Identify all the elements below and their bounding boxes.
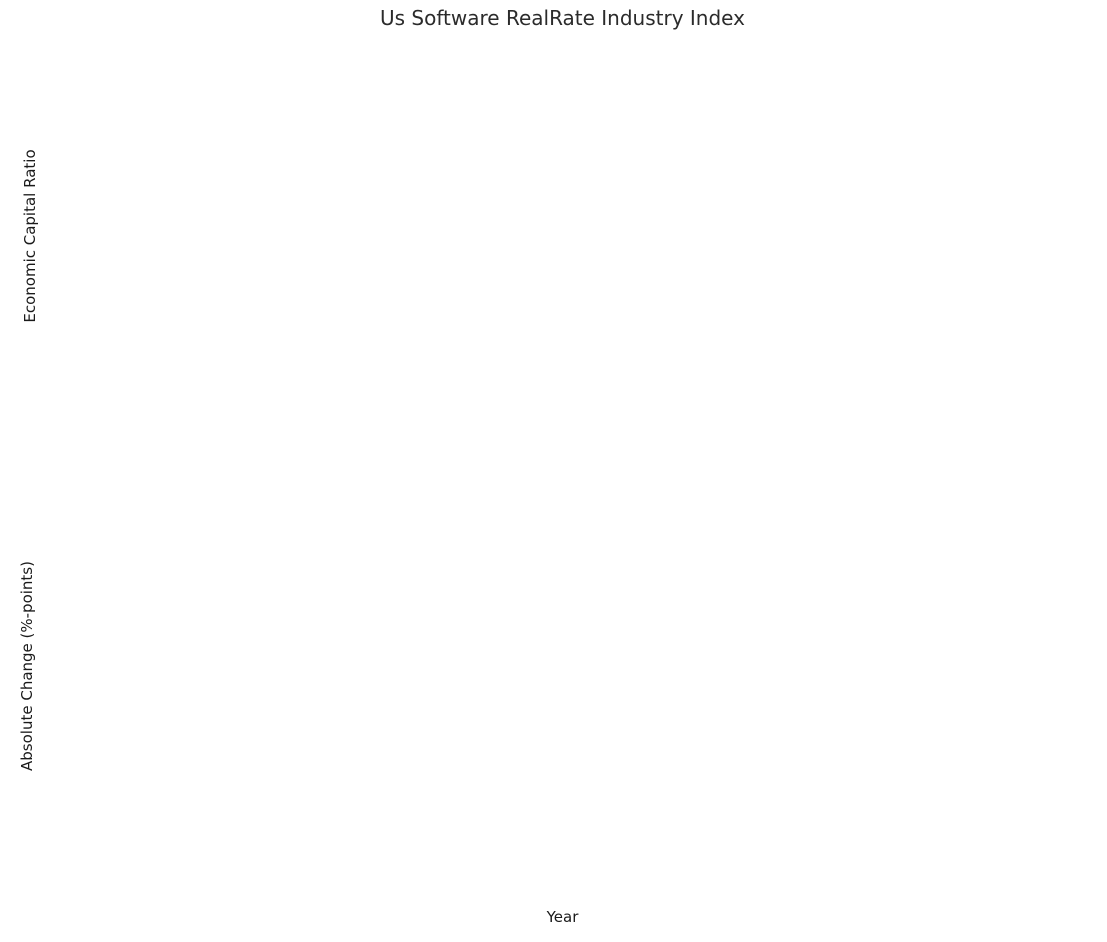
y-axis-label-bottom: Absolute Change (%-points) — [18, 561, 36, 771]
y-axis-label-top: Economic Capital Ratio — [21, 149, 39, 323]
chart-title: Us Software RealRate Industry Index — [380, 6, 745, 30]
x-axis-label: Year — [546, 908, 579, 926]
